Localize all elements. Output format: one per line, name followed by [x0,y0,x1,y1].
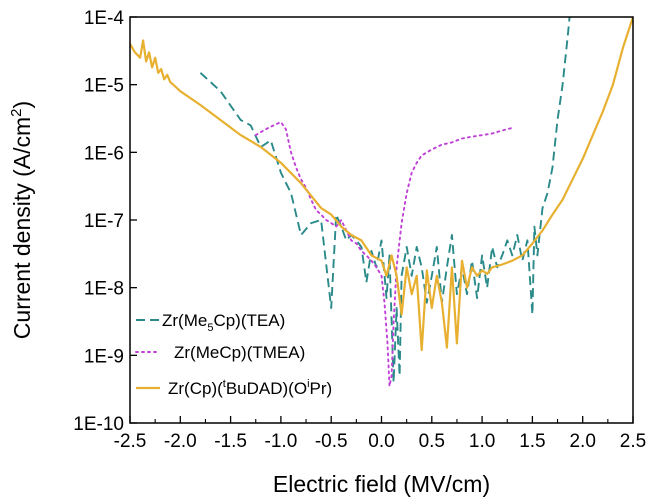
x-tick-label: -1.5 [214,431,247,452]
series-line-2 [130,17,633,352]
y-axis-title-main: Current density (A/cm [9,117,35,339]
x-tick-label: 2.5 [620,431,646,452]
legend: Zr(Me5Cp)(TEA) Zr(MeCp)(TMEA) Zr(Cp)(tBuDA… [135,311,332,398]
x-tick-label: 0.0 [368,431,394,452]
y-tick-label: 1E-9 [84,346,124,367]
x-tick-label: -2.0 [164,431,197,452]
legend-label-part: i [307,378,309,390]
legend-label-part: Zr(Cp)( [168,379,223,398]
y-tick-label: 1E-4 [84,8,125,29]
y-tick-label: 1E-10 [73,414,124,435]
legend-label-part: t [223,378,226,390]
x-tick-label: -2.5 [114,431,147,452]
x-tick-label: -1.0 [265,431,298,452]
series-line-1 [254,121,514,388]
x-tick-label: 2.0 [569,431,595,452]
y-tick-label: 1E-5 [84,76,124,97]
legend-label-part: Pr) [310,379,333,398]
legend-label-part: 5 [207,322,213,334]
legend-label-part: Zr(Me [162,311,207,330]
legend-label-part: Cp)(TEA) [213,311,285,330]
y-axis-title-end: ) [9,101,35,109]
x-axis-title: Electric field (MV/cm) [273,471,490,497]
x-tick-label: 1.5 [519,431,545,452]
plot-series [130,17,633,388]
x-tick-label: 1.0 [469,431,495,452]
y-axis-title: Current density (A/cm2) [8,101,35,339]
legend-label-part: BuDAD)(O [226,379,307,398]
y-tick-label: 1E-6 [84,143,124,164]
legend-label-0: Zr(Me5Cp)(TEA) [162,311,285,334]
legend-label-2: Zr(Cp)(tBuDAD)(OiPr) [168,378,332,398]
x-axis: -2.5 -2.0 -1.5 -1.0 -0.5 0.0 0.5 1.0 1.5 2.0 2.5 [114,416,646,452]
y-tick-label: 1E-8 [84,279,124,300]
x-tick-label: 0.5 [419,431,445,452]
legend-label-part: Zr(MeCp)(TMEA) [174,343,305,362]
y-tick-label: 1E-7 [84,211,124,232]
y-axis-title-sup: 2 [8,108,25,116]
x-tick-label: -0.5 [315,431,348,452]
legend-label-1: Zr(MeCp)(TMEA) [174,343,305,362]
y-axis: 1E-10 1E-9 1E-8 1E-7 1E-6 1E-5 1E-4 [73,8,137,435]
